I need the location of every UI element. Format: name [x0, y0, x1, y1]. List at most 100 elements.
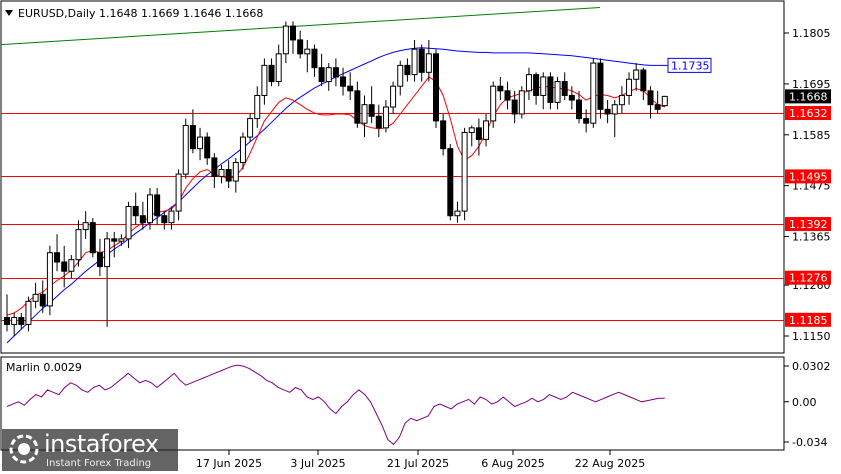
price-tick-label: 1.1585	[792, 129, 831, 142]
candle-body	[483, 120, 490, 140]
candle-body	[318, 67, 325, 83]
candle-body	[68, 259, 75, 272]
indicator-axis: 0.0302 0.00 -0.034	[784, 360, 831, 449]
candle-body	[504, 90, 511, 101]
candle-body	[261, 64, 268, 96]
candle-body	[189, 125, 196, 150]
level-price-label: 1.1185	[789, 314, 828, 327]
level-price-tag	[785, 312, 831, 327]
candle-body	[232, 162, 239, 182]
candle-body	[626, 78, 633, 96]
instaforex-logo-icon	[9, 434, 39, 464]
level-price-tag	[785, 169, 831, 184]
candle-body	[275, 53, 282, 83]
level-price-tag	[785, 217, 831, 232]
candle-body	[361, 104, 368, 124]
candle-body	[590, 62, 597, 124]
candle-body	[161, 215, 168, 224]
indicator-tick-label: -0.034	[792, 436, 827, 449]
candle-body	[125, 205, 132, 240]
candle-body	[540, 76, 547, 96]
candle-body	[89, 222, 96, 254]
candle-body	[511, 99, 518, 115]
candle-body	[375, 115, 382, 129]
candle-body	[290, 25, 296, 41]
candle-body	[54, 252, 61, 263]
indicator-tick-label: 0.00	[792, 396, 817, 409]
candle-body	[640, 69, 647, 92]
candle-body	[325, 67, 332, 83]
candle-body	[633, 69, 640, 80]
candle-body	[96, 252, 103, 268]
time-tick-label: 3 Jul 2025	[290, 457, 345, 470]
candle-body	[268, 64, 275, 83]
level-price-tag	[785, 270, 831, 285]
price-tick-label: 1.1150	[792, 330, 831, 343]
horizontal-levels	[1, 113, 784, 321]
candle-body	[61, 261, 68, 272]
symbol-info: EURUSD,Daily 1.1648 1.1669 1.1646 1.1668	[18, 7, 263, 20]
candle-body	[247, 118, 254, 138]
candle-body	[547, 76, 554, 103]
candle-body	[311, 48, 318, 69]
candle-body	[454, 210, 461, 217]
candle-body	[554, 81, 561, 103]
candle-body	[32, 293, 39, 302]
level-price-label: 1.1276	[789, 272, 828, 285]
level-price-label: 1.1632	[789, 107, 828, 120]
candle-body	[347, 85, 354, 92]
candle-body	[497, 85, 504, 92]
current-price-label: 1.1668	[789, 90, 828, 103]
time-tick-label: 17 Jun 2025	[196, 457, 262, 470]
candle-body	[4, 316, 10, 325]
candle-body	[225, 168, 232, 182]
candle-body	[597, 62, 604, 110]
candle-body	[354, 90, 361, 124]
price-tick-label: 1.1805	[792, 27, 831, 40]
candle-body	[75, 229, 82, 261]
candle-body	[182, 125, 189, 175]
candle-body	[533, 74, 540, 96]
candle-body	[132, 205, 139, 217]
candle-body	[168, 210, 175, 224]
candle-body	[111, 238, 118, 242]
candle-body	[411, 48, 418, 76]
ma-label-text: 1.1735	[671, 59, 710, 72]
candle-body	[11, 316, 18, 325]
candle-body	[118, 238, 125, 242]
candle-body	[576, 99, 582, 120]
level-price-label: 1.1392	[789, 218, 828, 231]
time-tick-label: 21 Jul 2025	[387, 457, 449, 470]
level-price-label: 1.1495	[789, 170, 828, 183]
moving-average-blue	[6, 47, 658, 344]
candle-body	[418, 48, 425, 73]
candle-body	[490, 85, 497, 122]
candle-body	[518, 90, 525, 115]
price-markers: 1.1632 1.1495 1.1392 1.1276 1.1185 1.1668 1.17…	[657, 57, 831, 327]
candle-body	[39, 293, 46, 307]
current-price-tag	[785, 89, 831, 104]
time-tick-label: 22 Aug 2025	[575, 457, 645, 470]
indicator-tick-label: 0.0302	[792, 360, 831, 373]
candle-body	[447, 148, 454, 217]
price-tick-label: 1.1365	[792, 231, 831, 244]
candle-body	[304, 48, 311, 55]
candle-body	[211, 157, 218, 177]
trend-line[interactable]	[0, 7, 601, 46]
triangle-down-icon[interactable]	[5, 10, 13, 16]
logo-name: instaforex	[44, 430, 159, 458]
candle-body	[368, 104, 375, 117]
candle-body	[568, 94, 575, 101]
candle-body	[282, 25, 289, 55]
candle-body	[390, 85, 397, 108]
indicator-label: Marlin 0.0029	[6, 361, 82, 374]
candle-body	[611, 104, 618, 115]
price-tick-label: 1.1695	[792, 78, 831, 91]
candle-body	[332, 67, 339, 78]
candle-body	[25, 300, 32, 325]
time-tick-label: 6 Aug 2025	[481, 457, 544, 470]
price-axis: 1.18051.16951.15851.14751.13651.12601.11…	[784, 27, 831, 343]
candle-body	[104, 238, 111, 268]
time-axis: 17 Jun 2025 3 Jul 2025 21 Jul 2025 6 Aug 20…	[196, 450, 645, 470]
